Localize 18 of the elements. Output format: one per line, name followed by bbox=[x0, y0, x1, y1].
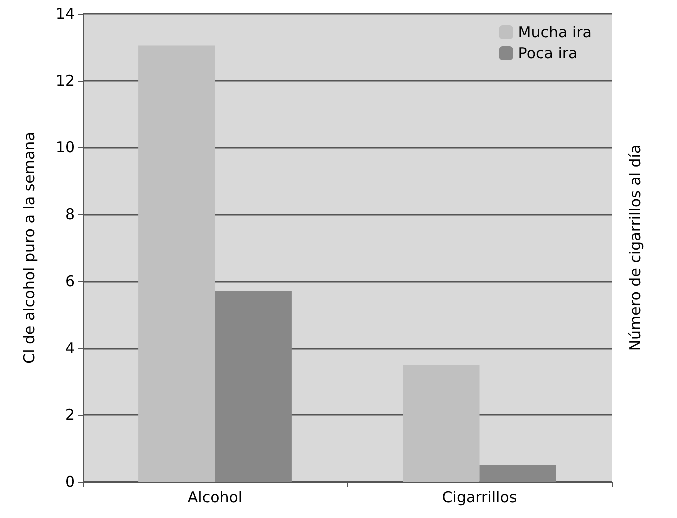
y-tick-label: 4 bbox=[65, 339, 75, 358]
bar bbox=[403, 365, 480, 482]
y-axis-title: Cl de alcohol puro a la semana bbox=[20, 132, 38, 364]
x-tick-label: Cigarrillos bbox=[442, 488, 518, 506]
y2-axis-title: Número de cigarrillos al día bbox=[626, 144, 644, 352]
bar bbox=[480, 465, 556, 482]
y-tick-label: 0 bbox=[65, 473, 75, 491]
y-tick-label: 6 bbox=[65, 272, 75, 290]
bar bbox=[215, 291, 292, 482]
bar bbox=[138, 46, 216, 482]
y-tick-label: 14 bbox=[56, 5, 75, 23]
x-tick-label: Alcohol bbox=[188, 488, 243, 506]
y-tick-label: 12 bbox=[56, 72, 75, 90]
y-tick-label: 2 bbox=[65, 406, 75, 424]
y-tick-label: 8 bbox=[65, 206, 75, 224]
y-tick-label: 10 bbox=[56, 138, 75, 157]
legend-label: Poca ira bbox=[518, 44, 578, 62]
legend-label: Mucha ira bbox=[518, 24, 592, 42]
